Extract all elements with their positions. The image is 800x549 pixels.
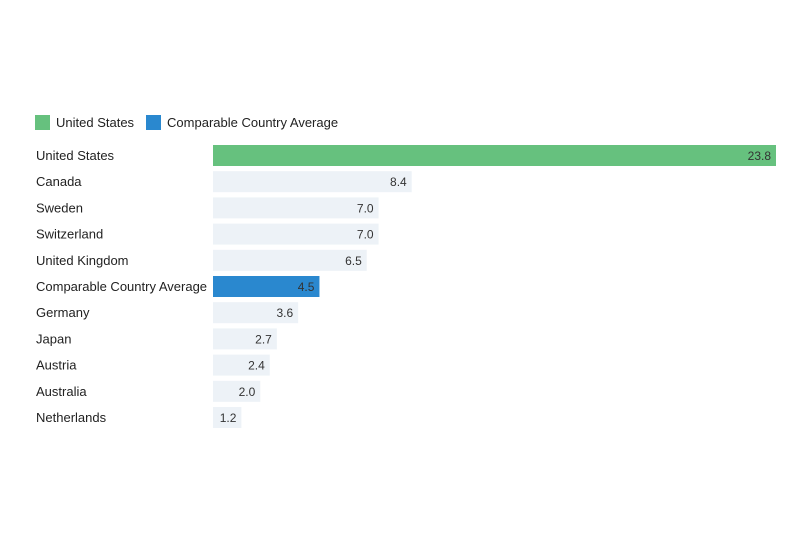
value-label-australia: 2.0 bbox=[239, 385, 256, 399]
category-label-japan: Japan bbox=[36, 331, 71, 346]
bar-united-kingdom[interactable] bbox=[213, 249, 367, 271]
value-label-canada: 8.4 bbox=[390, 175, 407, 189]
bar-sweden[interactable] bbox=[213, 197, 379, 219]
category-label-australia: Australia bbox=[36, 384, 87, 399]
value-label-united-kingdom: 6.5 bbox=[345, 254, 362, 268]
legend-swatch-comparable-average bbox=[146, 115, 162, 130]
value-label-united-states: 23.8 bbox=[748, 149, 772, 163]
bar-australia[interactable] bbox=[213, 380, 261, 402]
value-label-austria: 2.4 bbox=[248, 359, 265, 373]
category-label-netherlands: Netherlands bbox=[36, 410, 107, 425]
bar-japan[interactable] bbox=[213, 328, 277, 350]
category-label-germany: Germany bbox=[36, 305, 90, 320]
legend-item-united-states: United States bbox=[35, 115, 134, 130]
category-label-sweden: Sweden bbox=[36, 200, 83, 215]
value-label-comparable-country-average: 4.5 bbox=[298, 280, 315, 294]
value-label-japan: 2.7 bbox=[255, 332, 272, 346]
value-label-germany: 3.6 bbox=[276, 306, 293, 320]
category-label-austria: Austria bbox=[36, 358, 77, 373]
bar-canada[interactable] bbox=[213, 171, 412, 193]
category-label-united-states: United States bbox=[36, 148, 115, 163]
legend-swatch-united-states bbox=[35, 115, 50, 130]
bar-comparable-country-average[interactable] bbox=[213, 276, 320, 297]
legend: United States Comparable Country Average bbox=[35, 115, 350, 130]
category-label-comparable-country-average: Comparable Country Average bbox=[36, 279, 207, 294]
legend-label-united-states: United States bbox=[56, 115, 135, 130]
value-label-sweden: 7.0 bbox=[357, 201, 374, 215]
value-label-switzerland: 7.0 bbox=[357, 228, 374, 242]
bar-netherlands[interactable] bbox=[213, 407, 242, 428]
category-label-canada: Canada bbox=[36, 174, 82, 189]
value-label-netherlands: 1.2 bbox=[220, 411, 237, 425]
category-label-united-kingdom: United Kingdom bbox=[36, 253, 129, 268]
bar-switzerland[interactable] bbox=[213, 223, 379, 245]
bar-germany[interactable] bbox=[213, 302, 299, 324]
bar-austria[interactable] bbox=[213, 354, 270, 376]
bar-united-states[interactable] bbox=[213, 145, 776, 166]
legend-label-comparable-average: Comparable Country Average bbox=[167, 115, 339, 130]
category-label-switzerland: Switzerland bbox=[36, 227, 103, 242]
legend-item-comparable-average: Comparable Country Average bbox=[146, 115, 338, 130]
